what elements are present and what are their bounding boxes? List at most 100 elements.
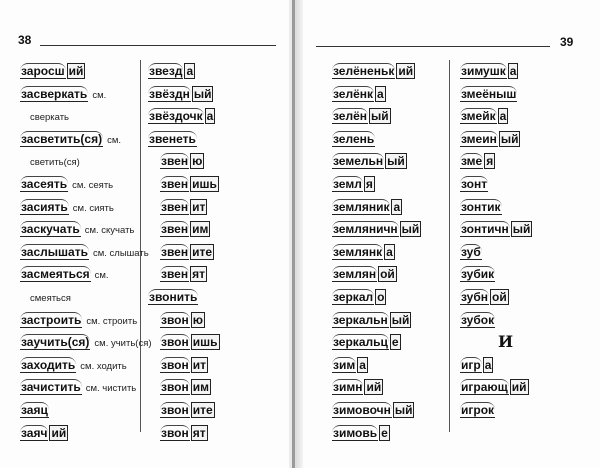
word-entry: звон ят bbox=[148, 423, 220, 446]
word-entry: зубок bbox=[460, 310, 532, 333]
word-stem: звон bbox=[160, 424, 190, 441]
see-also-note: см. сиять bbox=[72, 202, 114, 214]
word-stem: зме bbox=[460, 153, 484, 170]
word-ending: им bbox=[190, 221, 211, 238]
word-entry: светить(ся) bbox=[20, 151, 152, 174]
word-ending: ит bbox=[190, 198, 208, 215]
word-entry: звон ите bbox=[148, 400, 220, 423]
word-entry: зимовочн ый bbox=[332, 400, 421, 423]
word-entry: звезд а bbox=[148, 61, 220, 84]
word-entry: земляничн ый bbox=[332, 219, 422, 242]
see-also-note: см. сеять bbox=[72, 179, 114, 191]
word-ending: ишь bbox=[190, 175, 219, 192]
word-stem: заросш bbox=[20, 63, 66, 79]
right-column-1: зелёненьк ий зелёнк а зелён ый зелень земельн ый… bbox=[332, 61, 422, 445]
word-ending: ий bbox=[66, 63, 86, 79]
word-ending: ый bbox=[369, 108, 391, 125]
word-stem: засиять bbox=[20, 198, 69, 215]
word-entry: зелён ый bbox=[332, 106, 421, 129]
page-number-right: 39 bbox=[560, 35, 574, 49]
word-entry: зеркальн ый bbox=[332, 310, 421, 333]
word-entry: звон ит bbox=[148, 355, 220, 378]
word-stem: земл bbox=[332, 175, 363, 192]
word-ending: о bbox=[375, 288, 387, 305]
word-entry: засветить(ся) см. bbox=[20, 129, 152, 152]
word-entry: звен ю bbox=[148, 151, 220, 174]
word-entry: змеёныш bbox=[460, 84, 532, 107]
word-stem: зонтик bbox=[460, 198, 502, 215]
word-stem: зеркальц bbox=[332, 334, 389, 351]
see-also-note: см. учить(ся) bbox=[94, 338, 152, 350]
page-number-left: 38 bbox=[18, 33, 32, 47]
word-entry: сверкать bbox=[20, 106, 152, 129]
word-entry: звен ите bbox=[148, 242, 220, 265]
word-stem: звон bbox=[160, 311, 190, 328]
section-letter: И bbox=[498, 332, 514, 352]
word-entry: земляник а bbox=[332, 197, 421, 220]
word-stem: звен bbox=[160, 266, 190, 283]
column-divider-left bbox=[140, 60, 141, 432]
word-entry: земл я bbox=[332, 174, 421, 197]
word-ending: ый bbox=[385, 153, 407, 170]
word-stem: застроить bbox=[20, 311, 83, 328]
word-ending: ий bbox=[364, 379, 384, 396]
word-ending: ый bbox=[510, 221, 533, 238]
word-stem: зимовочн bbox=[332, 401, 392, 418]
word-entry: зонт bbox=[460, 174, 532, 197]
word-entry: смеяться bbox=[20, 287, 152, 310]
word-ending: ишь bbox=[190, 334, 220, 351]
word-entry: звен им bbox=[148, 219, 220, 242]
word-entry: зачистить см. чистить bbox=[20, 377, 152, 400]
word-stem: заслышать bbox=[20, 243, 89, 260]
word-ending: я bbox=[363, 175, 375, 192]
word-stem: засветить(ся) bbox=[20, 130, 104, 147]
word-stem: змеин bbox=[460, 130, 498, 147]
word-entry: засеять см. сеять bbox=[20, 174, 152, 197]
word-stem: землянк bbox=[332, 243, 384, 260]
reference-word: сверкать bbox=[30, 112, 69, 124]
word-entry: заслышать см. слышать bbox=[20, 242, 152, 265]
word-entry: землянк а bbox=[332, 242, 421, 265]
see-also-note: см. bbox=[94, 270, 109, 282]
word-ending: а bbox=[384, 243, 395, 260]
word-stem: звен bbox=[160, 153, 190, 170]
word-ending: а bbox=[497, 108, 509, 125]
word-ending: я bbox=[484, 153, 496, 170]
word-entry: зелень bbox=[332, 129, 421, 152]
word-entry: звон ишь bbox=[148, 332, 220, 355]
word-stem: зубик bbox=[460, 266, 496, 283]
word-entry: засмеяться см. bbox=[20, 264, 152, 287]
word-stem: зелён bbox=[332, 108, 369, 125]
word-ending: ый bbox=[392, 401, 415, 418]
word-ending: ой bbox=[490, 288, 509, 305]
word-entry: зеркальц е bbox=[332, 332, 421, 355]
word-entry: звёздочк а bbox=[148, 106, 220, 129]
word-entry: играющ ий bbox=[460, 377, 532, 400]
word-entry: звен ишь bbox=[148, 174, 220, 197]
word-stem: зим bbox=[332, 356, 357, 373]
word-entry: заяц bbox=[20, 400, 152, 423]
word-entry: зме я bbox=[460, 151, 532, 174]
word-ending: ю bbox=[190, 311, 206, 328]
word-stem: звезд bbox=[148, 63, 184, 79]
word-stem: зубн bbox=[460, 288, 489, 305]
word-ending: а bbox=[357, 356, 368, 373]
word-stem: зубок bbox=[460, 311, 496, 328]
word-ending: ий bbox=[509, 379, 529, 396]
word-ending: а bbox=[507, 63, 519, 79]
word-entry: змейк а bbox=[460, 106, 532, 129]
word-stem: зеркальн bbox=[332, 311, 389, 328]
word-ending: ят bbox=[190, 424, 208, 441]
word-entry: звонить bbox=[148, 287, 220, 310]
word-entry: заросш ий bbox=[20, 61, 152, 84]
word-ending: е bbox=[389, 334, 401, 351]
word-stem: зонт bbox=[460, 175, 489, 192]
word-entry: звенеть bbox=[148, 129, 220, 152]
word-entry: засиять см. сиять bbox=[20, 197, 152, 220]
word-stem: звон bbox=[160, 334, 190, 351]
word-ending: а bbox=[482, 356, 494, 373]
word-stem: зуб bbox=[460, 243, 482, 260]
word-stem: заяц bbox=[20, 401, 49, 418]
word-stem: звон bbox=[160, 356, 190, 373]
word-stem: зонтичн bbox=[460, 221, 510, 238]
